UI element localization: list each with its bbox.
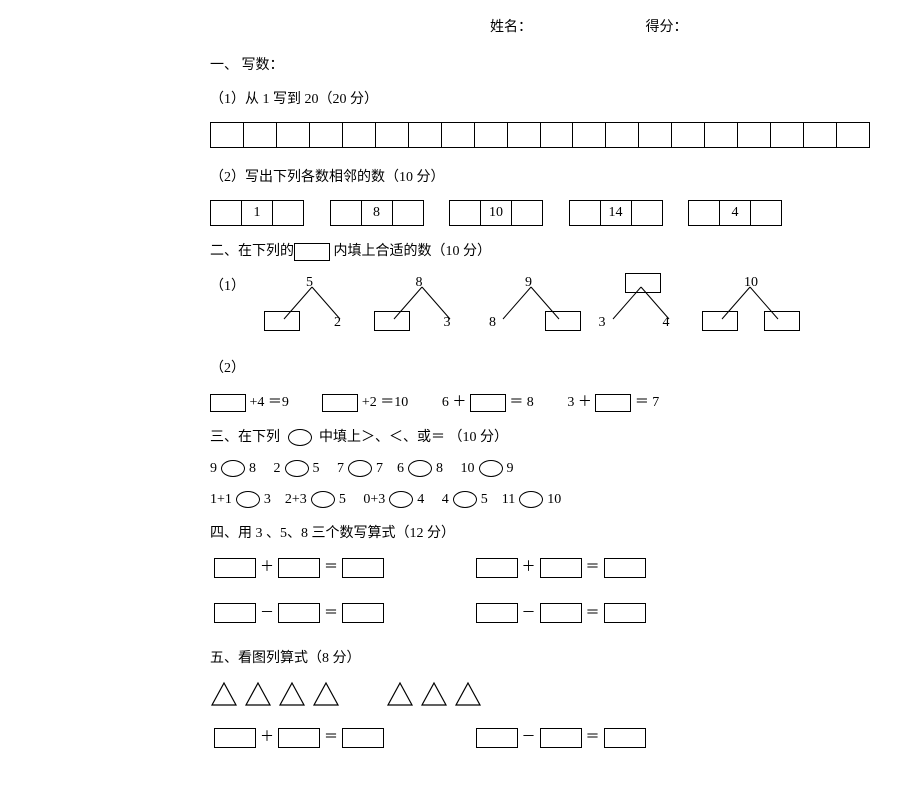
compare-item[interactable]: 109	[461, 461, 514, 476]
worksheet-header: 姓名： 得分：	[490, 16, 880, 36]
equation[interactable]: 6 ＋ ＝ 8	[442, 391, 534, 412]
blank-equation[interactable]: ＋＝	[210, 556, 388, 578]
triangle-row	[210, 681, 880, 712]
name-label: 姓名：	[490, 16, 532, 36]
neighbor-group[interactable]: 4	[688, 200, 782, 226]
compare-item[interactable]: 1+13	[210, 492, 271, 507]
compare-item[interactable]: 45	[442, 492, 488, 507]
compare-item[interactable]: 2+35	[285, 492, 346, 507]
neighbor-group[interactable]: 8	[330, 200, 424, 226]
title-box-icon	[294, 243, 330, 261]
compare-item[interactable]: 77	[337, 461, 383, 476]
section-5-title: 五、看图列算式（8 分）	[210, 647, 880, 667]
neighbor-group[interactable]: 14	[569, 200, 663, 226]
section-2-p1: （1） 5 2 8 3 9 8 3 4	[210, 275, 880, 331]
triangle-icon	[244, 681, 272, 707]
title-oval-icon	[288, 429, 312, 446]
triangle-icon	[420, 681, 448, 707]
section-4-row1: ＋＝ ＋＝	[210, 556, 880, 588]
triangle-icon	[454, 681, 482, 707]
section-1-p1: （1）从 1 写到 20（20 分）	[210, 88, 880, 108]
neighbor-group[interactable]: 10	[449, 200, 543, 226]
neighbor-groups: 1 8 10 14 4	[210, 200, 880, 226]
section-5-equations: ＋＝ －＝	[210, 726, 880, 758]
compare-item[interactable]: 0+34	[363, 492, 424, 507]
equation[interactable]: +4 ＝9	[210, 391, 289, 412]
blank-equation[interactable]: －＝	[472, 602, 650, 624]
compare-item[interactable]: 25	[274, 461, 320, 476]
blank-equation[interactable]: －＝	[210, 602, 388, 624]
number-bond[interactable]: 9 8	[481, 275, 581, 331]
triangle-icon	[278, 681, 306, 707]
neighbor-group[interactable]: 1	[210, 200, 304, 226]
write-1-to-20-row[interactable]	[210, 122, 870, 148]
number-bond[interactable]: 5 2	[262, 275, 362, 331]
blank-equation[interactable]: ＋＝	[472, 556, 650, 578]
blank-equation[interactable]: －＝	[472, 726, 650, 748]
compare-item[interactable]: 1110	[502, 492, 561, 507]
compare-item[interactable]: 98	[210, 461, 256, 476]
triangle-icon	[312, 681, 340, 707]
section-4-title: 四、用 3 、5、8 三个数写算式（12 分）	[210, 522, 880, 542]
equation[interactable]: +2 ＝10	[322, 391, 408, 412]
number-bond[interactable]: 3 4	[591, 275, 691, 331]
score-label: 得分：	[646, 16, 688, 36]
section-3-title: 三、在下列 中填上＞、＜、或＝ （10 分）	[210, 426, 880, 446]
section-2-title: 二、在下列的 内填上合适的数（10 分）	[210, 240, 880, 261]
section-4-row2: －＝ －＝	[210, 602, 880, 634]
triangle-icon	[386, 681, 414, 707]
section-1-p2: （2）写出下列各数相邻的数（10 分）	[210, 166, 880, 186]
equation[interactable]: 3 ＋ ＝ 7	[567, 391, 659, 412]
section-1-title: 一、 写数：	[210, 54, 880, 74]
section-2-p2: （2）	[210, 357, 880, 377]
blank-equation[interactable]: ＋＝	[210, 726, 388, 748]
fill-equations: +4 ＝9 +2 ＝10 6 ＋ ＝ 8 3 ＋ ＝ 7	[210, 391, 880, 412]
compare-row-2: 1+13 2+35 0+34 45 1110	[210, 491, 880, 508]
compare-item[interactable]: 68	[397, 461, 443, 476]
number-bond[interactable]: 10	[700, 275, 800, 331]
number-bond[interactable]: 8 3	[372, 275, 472, 331]
compare-row-1: 98 25 77 68 109	[210, 460, 880, 477]
triangle-icon	[210, 681, 238, 707]
